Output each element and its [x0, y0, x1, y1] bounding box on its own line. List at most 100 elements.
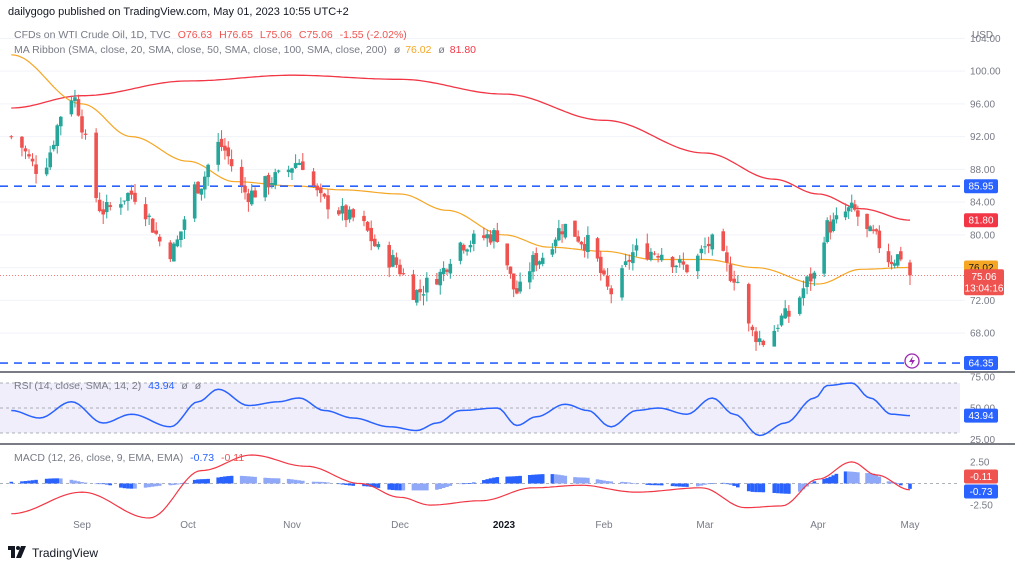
- rsi-legend: RSI (14, close, SMA, 14, 2) 43.94 ø ø: [14, 380, 202, 392]
- macd-histogram-bar: [812, 481, 817, 484]
- rsi-value-tag: 43.94: [964, 408, 998, 423]
- candle-body: [846, 207, 851, 212]
- candle-body: [670, 256, 675, 268]
- candle-body: [157, 236, 162, 242]
- candle-body: [243, 185, 247, 193]
- macd-histogram-bar: [362, 483, 366, 487]
- macd-histogram-bar: [843, 471, 848, 484]
- candle-body: [812, 272, 817, 279]
- candle-body: [246, 193, 251, 203]
- macd-histogram-bar: [129, 483, 134, 489]
- macd-line: [11, 454, 911, 519]
- candle-body: [482, 235, 486, 238]
- macd-pane[interactable]: MACD (12, 26, close, 9, EMA, EMA) -0.73 …: [0, 452, 998, 519]
- rsi-placeholder-1: ø: [181, 380, 188, 392]
- candle-body: [865, 213, 869, 230]
- macd-histogram-bar: [553, 474, 558, 484]
- candle-body: [51, 144, 56, 150]
- macd-histogram-bar: [874, 474, 879, 484]
- macd-value-tag: -0.73: [964, 484, 998, 499]
- candle-body: [540, 257, 545, 264]
- macd-histogram-bar: [495, 477, 500, 484]
- macd-histogram-bar: [387, 483, 391, 490]
- candle-body: [750, 326, 755, 331]
- macd-histogram-bar: [728, 483, 733, 485]
- macd-histogram-bar: [659, 483, 664, 486]
- time-axis[interactable]: Sep Oct Nov Dec 2023 Feb Mar Apr May: [73, 520, 919, 531]
- rsi-tick-label: 25.00: [970, 435, 995, 446]
- macd-histogram-bar: [746, 483, 751, 492]
- candle-body: [438, 271, 443, 286]
- candle-body: [83, 133, 88, 135]
- candle-body: [853, 204, 857, 210]
- macd-histogram-bar: [595, 479, 600, 484]
- candle-body: [822, 242, 826, 274]
- candle-body: [290, 168, 294, 173]
- macd-histogram-bar: [856, 472, 860, 484]
- footer-brand: TradingView: [32, 546, 99, 560]
- candle-body: [825, 220, 829, 243]
- candle-body: [595, 238, 600, 259]
- macd-histogram-bar: [435, 483, 439, 490]
- candle-body: [108, 205, 113, 207]
- macd-histogram-bar: [609, 481, 614, 484]
- candle-body: [649, 251, 653, 260]
- macd-histogram-bar: [394, 483, 399, 491]
- macd-histogram-bar: [736, 483, 740, 488]
- candle-body: [728, 264, 733, 281]
- candle-body: [401, 273, 406, 275]
- candle-body: [699, 248, 704, 254]
- candle-body: [472, 233, 476, 244]
- candle-body: [421, 294, 426, 296]
- ohlc-close: C75.06: [299, 29, 333, 41]
- macd-histogram-bar: [598, 479, 603, 484]
- candle-body: [801, 288, 806, 299]
- time-tick-label: Feb: [595, 520, 613, 531]
- candle-body: [515, 288, 519, 294]
- price-pane[interactable]: [0, 37, 965, 364]
- candle-body: [270, 182, 274, 185]
- candle-body: [23, 148, 28, 152]
- candle-body: [787, 310, 791, 317]
- macd-histogram-bar: [438, 483, 443, 489]
- candle-body: [219, 138, 224, 148]
- macd-histogram-bar: [347, 483, 352, 486]
- candle-body: [537, 261, 542, 265]
- svg-text:43.94: 43.94: [968, 411, 993, 422]
- macd-histogram-bar: [472, 482, 476, 484]
- candle-body: [143, 204, 148, 220]
- candle-body: [518, 281, 522, 292]
- macd-histogram-bar: [649, 483, 653, 486]
- candle-body: [369, 227, 373, 242]
- publisher-line: dailygogo published on TradingView.com, …: [8, 6, 349, 18]
- macd-legend: MACD (12, 26, close, 9, EMA, EMA) -0.73 …: [14, 452, 244, 464]
- macd-histogram-bar: [44, 478, 49, 484]
- candle-body: [411, 274, 416, 300]
- macd-histogram-bar: [414, 483, 419, 491]
- candle-body: [605, 275, 610, 287]
- macd-histogram-bar: [831, 475, 836, 484]
- candle-body: [202, 176, 207, 190]
- ohlc-change: -1.55 (-2.02%): [340, 29, 407, 41]
- macd-histogram-bar: [488, 478, 493, 484]
- candle-body: [871, 229, 875, 231]
- macd-histogram-bar: [677, 483, 682, 487]
- macd-histogram-bar: [97, 483, 102, 485]
- candle-body: [681, 261, 686, 265]
- candle-body: [468, 245, 473, 248]
- candle-body: [511, 273, 516, 290]
- macd-histogram-bar: [20, 481, 24, 484]
- candle-body: [465, 249, 469, 252]
- candle-body: [761, 340, 766, 346]
- candle-body: [394, 257, 399, 265]
- macd-histogram-bar: [779, 483, 784, 494]
- rsi-pane[interactable]: RSI (14, close, SMA, 14, 2) 43.94 ø ø 75…: [0, 372, 998, 446]
- candle-body: [776, 327, 780, 329]
- ohlc-open: O76.63: [178, 29, 213, 41]
- macd-histogram-bar: [849, 471, 854, 484]
- macd-histogram-bar: [9, 481, 14, 484]
- price-tick-label: 72.00: [970, 296, 995, 307]
- lightning-icon[interactable]: [904, 353, 920, 369]
- candle-body: [30, 158, 35, 162]
